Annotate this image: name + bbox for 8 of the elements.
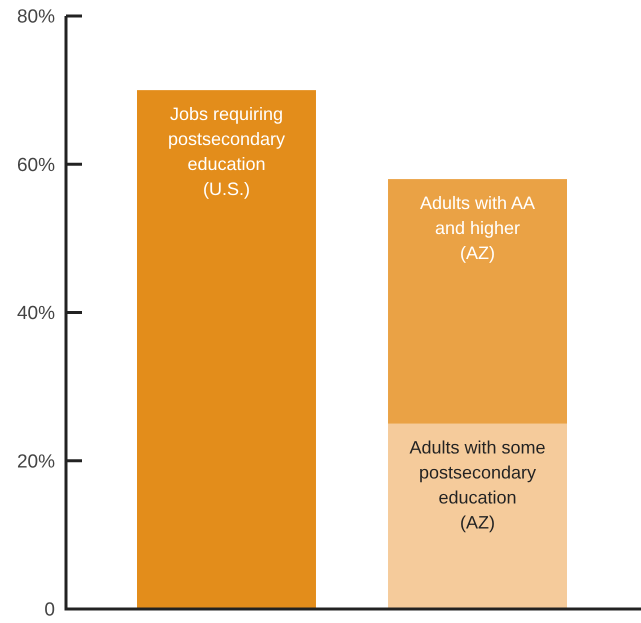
y-tick-label: 60%	[16, 154, 56, 176]
y-tick-label: 0	[44, 600, 55, 621]
series-label: Adults with some postsecondary education (AZ)	[409, 438, 546, 533]
series-label: Jobs requiring postsecondary education (U.S.)	[168, 104, 286, 200]
y-tick-label: 40%	[16, 303, 56, 324]
y-tick-label: 80%	[16, 6, 56, 28]
series-label: Adults with AA and higher (AZ)	[420, 193, 536, 264]
y-tick-label: 20%	[16, 451, 56, 472]
